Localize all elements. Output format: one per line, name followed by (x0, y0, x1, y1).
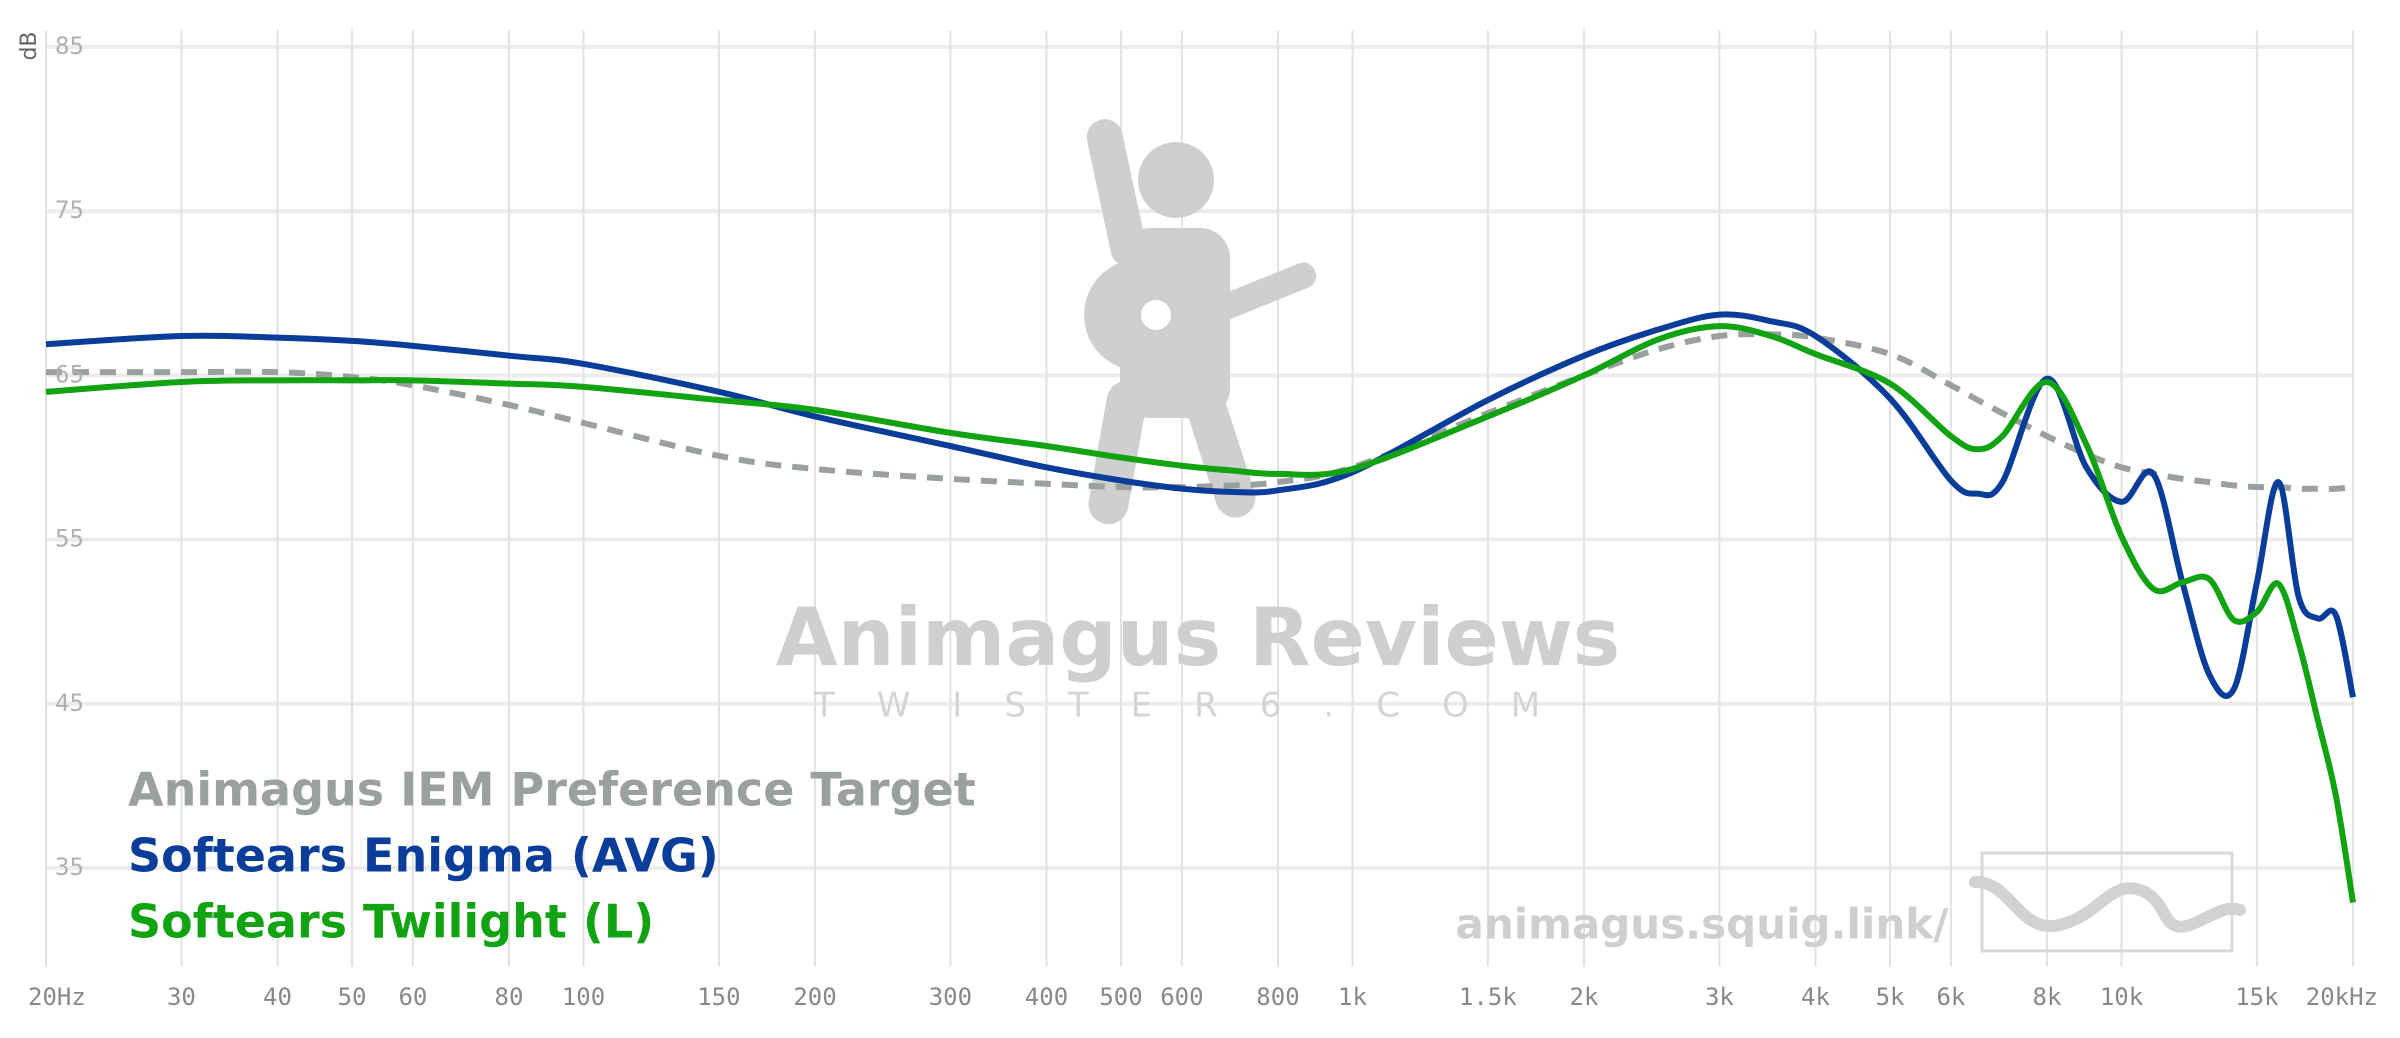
x-tick-label: 20kHz (2306, 983, 2378, 1011)
x-tick-label: 1.5k (1459, 983, 1517, 1011)
x-tick-label: 60 (398, 983, 427, 1011)
x-tick-label: 80 (495, 983, 524, 1011)
series-line (45, 323, 2356, 903)
x-tick-label: 150 (697, 983, 740, 1011)
y-tick-label: 45 (55, 689, 84, 717)
squig-logo (1969, 851, 2246, 953)
x-tick-label: 20Hz (28, 983, 86, 1011)
series-line (45, 311, 2356, 699)
x-tick-label: 300 (929, 983, 972, 1011)
y-tick-label: 85 (55, 32, 84, 60)
watermark-subtitle: TWISTER6.COM (813, 686, 1582, 726)
legend-entry: Animagus IEM Preference Target (128, 763, 976, 817)
x-tick-label: 15k (2235, 983, 2279, 1011)
x-tick-label: 4k (1801, 983, 1830, 1011)
curves (45, 311, 2356, 903)
y-tick-label: 55 (55, 525, 84, 553)
x-tick-label: 1k (1338, 983, 1367, 1011)
x-tick-label: 6k (1936, 983, 1965, 1011)
x-tick-label: 600 (1160, 983, 1203, 1011)
x-tick-label: 30 (167, 983, 196, 1011)
y-tick-label: 75 (55, 196, 84, 224)
x-tick-label: 500 (1099, 983, 1142, 1011)
x-tick-label: 40 (263, 983, 292, 1011)
x-tick-label: 100 (562, 983, 605, 1011)
watermark-title: Animagus Reviews (776, 591, 1621, 684)
x-tick-label: 400 (1025, 983, 1068, 1011)
labels: 35 45 55 65 75 85 20Hz 30 40 50 60 80 100 150 200 300 40… (28, 32, 2378, 1011)
series-line (45, 331, 2354, 492)
x-tick-label: 5k (1876, 983, 1905, 1011)
y-axis-label: dB (17, 31, 42, 60)
x-tick-label: 50 (338, 983, 367, 1011)
x-tick-label: 8k (2033, 983, 2062, 1011)
y-tick-label: 65 (55, 360, 84, 388)
x-tick-label: 800 (1256, 983, 1299, 1011)
x-tick-label: 10k (2100, 983, 2144, 1011)
x-tick-label: 2k (1570, 983, 1599, 1011)
grid (45, 30, 2354, 967)
legend-entry: Softears Twilight (L) (128, 895, 654, 949)
x-tick-label: 3k (1705, 983, 1734, 1011)
y-tick-label: 35 (55, 853, 84, 881)
watermark-url: animagus.squig.link/ (1455, 900, 1949, 949)
legend-entry: Softears Enigma (AVG) (128, 829, 719, 883)
x-tick-label: 200 (793, 983, 836, 1011)
